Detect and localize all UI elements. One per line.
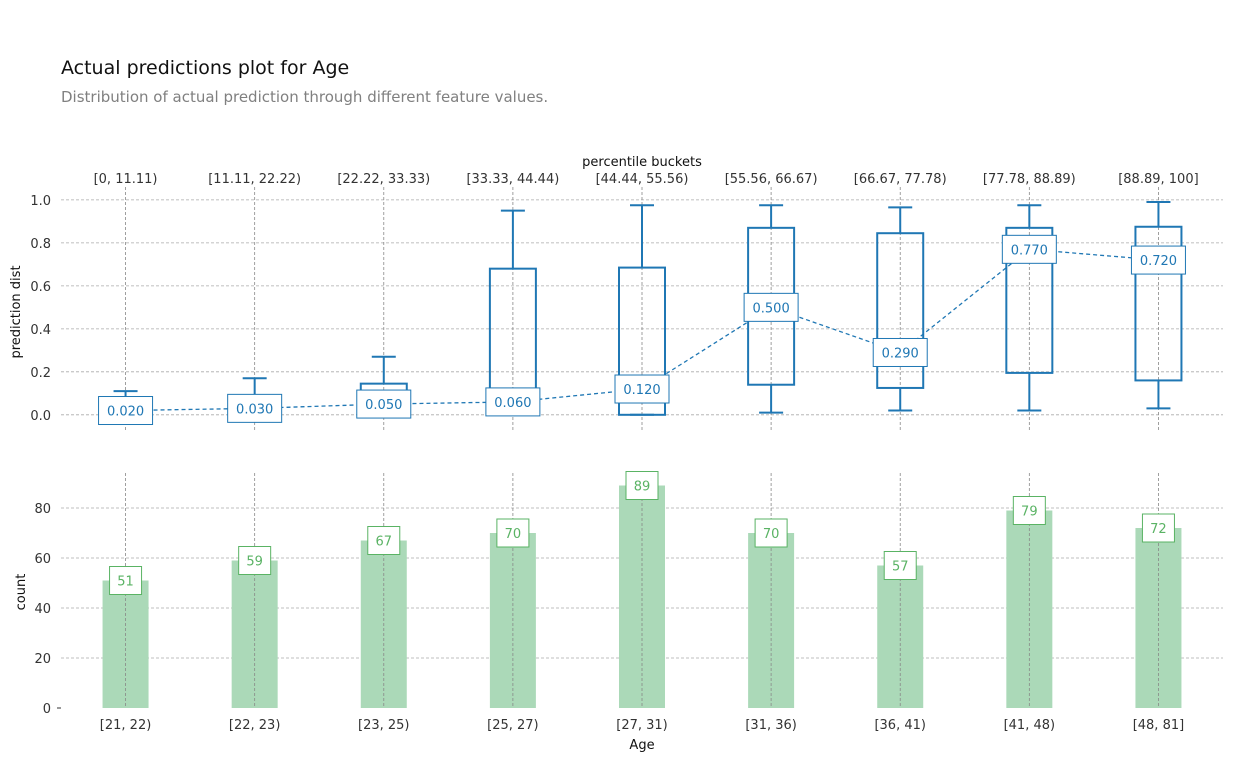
bar-x-tick-label: [48, 81]: [1133, 718, 1185, 733]
box-y-tick-label: 0.8: [30, 237, 51, 252]
median-label: 0.500: [753, 301, 790, 316]
median-label-box: [356, 389, 412, 419]
count-bar: [877, 565, 924, 708]
median-label: 0.120: [623, 383, 660, 398]
top-tick-label: [55.56, 66.67): [725, 172, 818, 187]
bar-x-tick-label: [23, 25): [358, 718, 410, 733]
median-label: 0.050: [365, 398, 402, 413]
box-y-tick-label: 0.0: [30, 409, 51, 424]
bar-x-tick-label: [22, 23): [229, 718, 281, 733]
count-label: 59: [246, 555, 263, 570]
count-label: 89: [634, 480, 651, 495]
count-label-box: [1012, 496, 1046, 525]
bar-x-tick-label: [21, 22): [100, 718, 152, 733]
top-tick-label: [11.11, 22.22): [208, 172, 301, 187]
count-label: 72: [1150, 522, 1167, 537]
chart-title: Actual predictions plot for Age: [61, 57, 350, 79]
count-label-box: [625, 471, 659, 500]
box-rect: [1005, 226, 1054, 374]
median-label: 0.030: [236, 402, 273, 417]
count-label-box: [109, 566, 143, 595]
bar-x-tick-label: [27, 31): [616, 718, 668, 733]
count-label: 70: [505, 527, 522, 542]
count-label: 67: [376, 535, 393, 550]
axis-label-layer: percentile buckets prediction dist count…: [9, 155, 702, 753]
top-tick-label: [0, 11.11): [94, 172, 158, 187]
bar-y-tick-label: 80: [34, 502, 51, 517]
median-label-box: [485, 387, 541, 417]
bar-y-tick-label: 40: [34, 602, 51, 617]
median-label-box: [98, 396, 154, 426]
box-ylabel: prediction dist: [9, 265, 24, 358]
count-label: 70: [763, 527, 780, 542]
count-label-box: [238, 546, 272, 575]
top-tick-label: [33.33, 44.44): [466, 172, 559, 187]
median-label-box: [1001, 234, 1057, 264]
box-y-tick-label: 0.4: [30, 323, 51, 338]
count-label: 57: [892, 560, 909, 575]
median-label: 0.020: [107, 405, 144, 420]
top-tick-label: [66.67, 77.78): [854, 172, 947, 187]
top-tick-label: [22.22, 33.33): [337, 172, 430, 187]
median-label: 0.060: [494, 396, 531, 411]
box-y-tick-label: 0.6: [30, 280, 51, 295]
bar-x-tick-label: [36, 41): [874, 718, 926, 733]
median-label-box: [1130, 245, 1186, 275]
median-label-box: [614, 374, 670, 404]
median-label: 0.720: [1140, 254, 1177, 269]
count-label: 79: [1021, 505, 1038, 520]
bar-x-tick-label: [41, 48): [1004, 718, 1056, 733]
bar-x-tick-label: [31, 36): [745, 718, 797, 733]
count-label-box: [883, 551, 917, 580]
bar-ylabel: count: [14, 574, 29, 611]
bar-y-tick-label: 0: [43, 702, 51, 717]
box-rect: [1134, 225, 1183, 382]
bar-x-tick-label: [25, 27): [487, 718, 539, 733]
bar-chart-layer: 51 59 67 70 89 70 57 79 72: [102, 471, 1182, 708]
top-tick-label: [77.78, 88.89): [983, 172, 1076, 187]
box-rect: [876, 232, 925, 389]
top-tick-label: [44.44, 55.56): [596, 172, 689, 187]
count-label-box: [754, 518, 788, 548]
bar-y-tick-label: 20: [34, 652, 51, 667]
box-y-tick-label: 1.0: [30, 194, 51, 209]
median-label: 0.770: [1011, 243, 1048, 258]
count-label-box: [496, 518, 530, 548]
box-y-tick-label: 0.2: [30, 366, 51, 381]
median-label-box: [872, 337, 928, 367]
bar-xlabel: Age: [629, 738, 654, 753]
median-label-box: [743, 292, 799, 322]
top-tick-label: [88.89, 100]: [1118, 172, 1198, 187]
median-label: 0.290: [882, 346, 919, 361]
box-plot-layer: 0.020 0.030 0.050 0.060 0.120 0.500 0.290 0.770…: [98, 201, 1186, 426]
bar-y-tick-label: 60: [34, 552, 51, 567]
count-label-box: [1141, 513, 1175, 543]
count-label: 51: [117, 575, 134, 590]
count-label-box: [367, 526, 401, 555]
median-label-box: [227, 393, 283, 423]
chart-subtitle: Distribution of actual prediction throug…: [61, 88, 549, 106]
top-axis-title: percentile buckets: [582, 155, 702, 170]
box-rect: [618, 266, 666, 416]
